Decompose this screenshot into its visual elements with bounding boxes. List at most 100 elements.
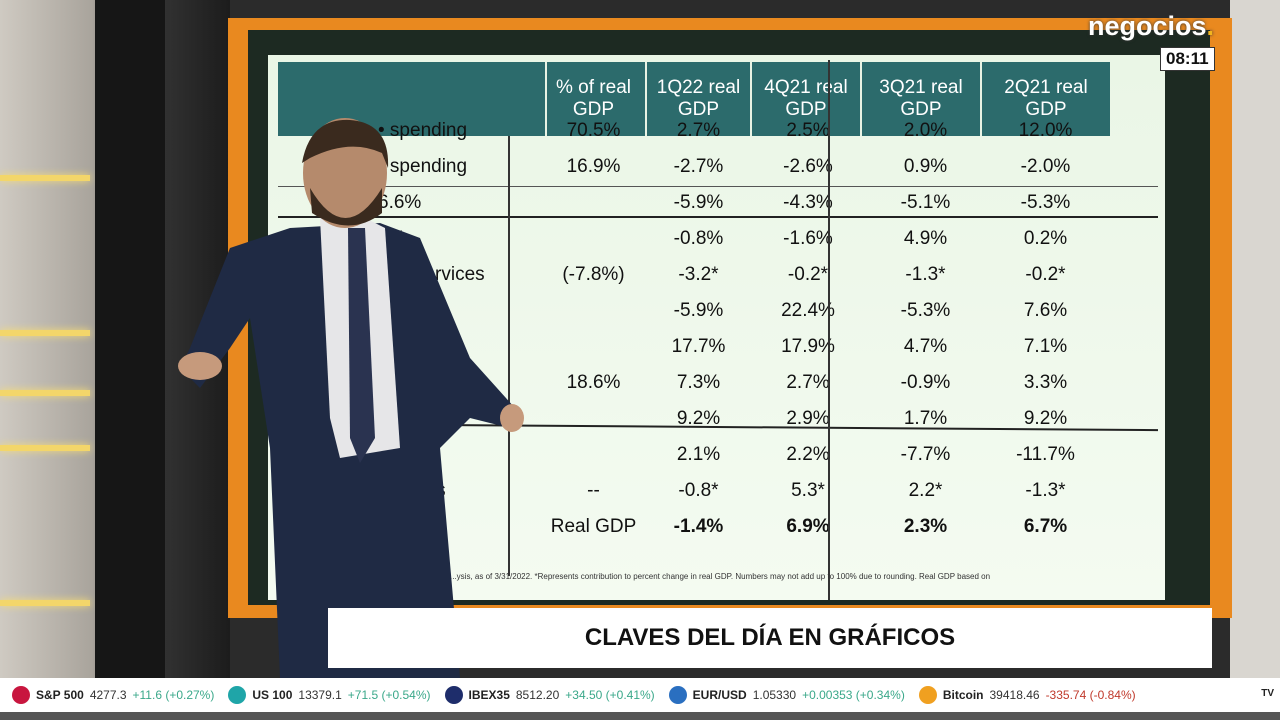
ticker-item: Bitcoin 39418.46 -335.74 (-0.84%) xyxy=(918,686,1136,704)
ticker-name: EUR/USD xyxy=(692,688,747,702)
row-label: 6.6% xyxy=(378,192,422,213)
table-cell: 22.4% xyxy=(781,300,835,321)
table-cell: -7.7% xyxy=(900,444,951,465)
table-cell: 6.9% xyxy=(786,516,830,537)
studio-pillar xyxy=(95,0,165,720)
market-ticker: S&P 500 4277.3 +11.6 (+0.27%) US 100 133… xyxy=(0,678,1280,712)
table-cell: -3.2* xyxy=(678,264,719,285)
channel-logo: negocios. xyxy=(1088,10,1214,42)
table-cell: 2.7% xyxy=(786,372,830,393)
table-cell: 2.0% xyxy=(903,120,948,141)
table-cell: -5.9% xyxy=(673,192,724,213)
table-cell: -2.6% xyxy=(783,156,833,177)
table-row: • spending 16.9% -2.7% -2.6% 0.9% -2.0% xyxy=(278,148,1158,184)
table-cell: -1.4% xyxy=(673,516,724,537)
row-label: • spending xyxy=(378,120,468,141)
table-row: -5.9% 22.4% -5.3% 7.6% xyxy=(278,292,1158,328)
logo-text: negocios xyxy=(1088,11,1207,41)
table-cell: -5.9% xyxy=(673,300,724,321)
table-cell: 2.1% xyxy=(676,444,721,465)
table-cell: 3.3% xyxy=(1023,372,1068,393)
table-cell: 4.9% xyxy=(903,228,948,249)
table-cell: -2.7% xyxy=(673,156,724,177)
ticker-name: US 100 xyxy=(252,688,293,702)
table-cell: 2.9% xyxy=(786,408,830,429)
table-cell: -5.3% xyxy=(900,300,951,321)
table-cell: 2.3% xyxy=(903,516,948,537)
table-cell: 18.6% xyxy=(566,372,621,393)
table-divider xyxy=(278,186,1158,187)
column-header: 4Q21 real GDP xyxy=(750,62,860,136)
caption-text: CLAVES DEL DÍA EN GRÁFICOS xyxy=(584,624,956,651)
table-row: Real GDP -1.4% 6.9% 2.3% 6.7% xyxy=(278,508,1158,544)
ticker-item: IBEX35 8512.20 +34.50 (+0.41%) xyxy=(444,686,655,704)
ticker-item: US 100 13379.1 +71.5 (+0.54%) xyxy=(228,686,431,704)
table-cell: 0.9% xyxy=(903,156,948,177)
column-header: 2Q21 real GDP xyxy=(980,62,1110,136)
column-header: % of real GDP xyxy=(545,62,640,136)
presenter xyxy=(178,118,524,678)
ticker-change: +0.00353 (+0.34%) xyxy=(802,688,905,702)
ticker-value: 1.05330 xyxy=(752,688,797,702)
table-cell: -5.1% xyxy=(900,192,951,213)
ticker-value: 39418.46 xyxy=(989,688,1040,702)
table-cell: 2.2% xyxy=(786,444,830,465)
table-cell: -0.2* xyxy=(787,264,829,285)
ticker-name: IBEX35 xyxy=(468,688,510,702)
table-cell: 6.7% xyxy=(1023,516,1068,537)
studio-light xyxy=(0,445,90,451)
market-icon xyxy=(918,686,937,704)
table-row: 18.6% 7.3% 2.7% -0.9% 3.3% xyxy=(278,364,1158,400)
tv-badge: TV xyxy=(1261,688,1274,699)
table-row: • spending 70.5% 2.7% 2.5% 2.0% 12.0% xyxy=(278,112,1158,148)
ticker-name: S&P 500 xyxy=(36,688,84,702)
column-header: 1Q22 real GDP xyxy=(645,62,750,136)
table-cell: 2.7% xyxy=(676,120,721,141)
table-cell: (-7.8%) xyxy=(562,264,625,285)
column-header: 3Q21 real GDP xyxy=(860,62,980,136)
table-header-bar xyxy=(278,62,1110,136)
market-icon xyxy=(444,686,463,704)
table-cell: -0.2* xyxy=(1025,264,1066,285)
ticker-change: +34.50 (+0.41%) xyxy=(565,688,655,702)
table-cell: 7.6% xyxy=(1023,300,1068,321)
caption-bar: CLAVES DEL DÍA EN GRÁFICOS xyxy=(328,608,1212,668)
table-cell: -0.9% xyxy=(900,372,951,393)
market-icon xyxy=(668,686,687,704)
bottom-strip xyxy=(0,712,1280,720)
table-cell: 7.1% xyxy=(1023,336,1068,357)
studio-light xyxy=(0,175,90,181)
studio-light xyxy=(0,330,90,336)
table-cell: 5.3* xyxy=(791,480,825,501)
table-cell: -0.8% xyxy=(673,228,724,249)
table-cell: -1.6% xyxy=(783,228,833,249)
table-cell: 9.2% xyxy=(1023,408,1068,429)
table-cell: 12.0% xyxy=(1018,120,1073,141)
table-cell: -4.3% xyxy=(783,192,833,213)
table-cell: -11.7% xyxy=(1016,444,1075,465)
table-row: 17.7% 17.9% 4.7% 7.1% xyxy=(278,328,1158,364)
table-cell: -1.3* xyxy=(1025,480,1066,501)
table-cell: 4.7% xyxy=(903,336,948,357)
ticker-value: 4277.3 xyxy=(89,688,127,702)
ticker-change: +11.6 (+0.27%) xyxy=(132,688,215,702)
row-label: • spending xyxy=(378,156,468,177)
table-cell: -1.3* xyxy=(905,264,946,285)
table-cell: 70.5% xyxy=(566,120,621,141)
table-footnote: ...ysis, as of 3/31/2022. *Represents co… xyxy=(450,572,991,581)
ticker-change: +71.5 (+0.54%) xyxy=(347,688,431,702)
studio-light xyxy=(0,390,90,396)
table-divider xyxy=(828,60,830,600)
studio-light xyxy=(0,600,90,606)
market-icon xyxy=(228,686,247,704)
ticker-item: EUR/USD 1.05330 +0.00353 (+0.34%) xyxy=(668,686,905,704)
logo-dot: . xyxy=(1206,11,1215,41)
table-cell: -5.3% xyxy=(1020,192,1071,213)
table-cell: 7.3% xyxy=(676,372,721,393)
ticker-value: 8512.20 xyxy=(515,688,560,702)
table-cell: 2.2* xyxy=(908,480,943,501)
ticker-change: -335.74 (-0.84%) xyxy=(1045,688,1136,702)
table-cell: Real GDP xyxy=(550,516,637,537)
table-cell: 17.7% xyxy=(671,336,726,357)
table-divider xyxy=(278,216,1158,218)
